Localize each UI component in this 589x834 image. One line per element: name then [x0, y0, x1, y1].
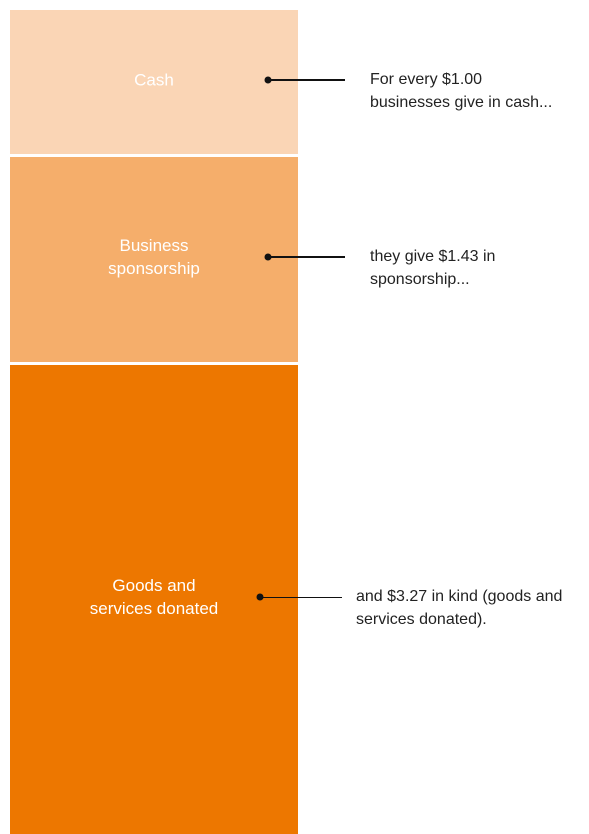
leader-line [268, 256, 345, 258]
bar-segment [10, 10, 298, 154]
bar-segment [10, 156, 298, 362]
annotation: and $3.27 in kind (goods and services do… [356, 588, 563, 629]
annotation: they give $1.43 in sponsorship... [370, 248, 496, 289]
annotation: For every $1.00 businesses give in cash.… [370, 70, 553, 111]
leader-line [268, 79, 345, 81]
bar-segment [10, 364, 298, 834]
segment-label: Cash [134, 70, 174, 90]
segment-label: Goods and services donated [89, 576, 219, 619]
leader-line [260, 596, 342, 599]
segment-label: Business sponsorship [108, 236, 200, 279]
